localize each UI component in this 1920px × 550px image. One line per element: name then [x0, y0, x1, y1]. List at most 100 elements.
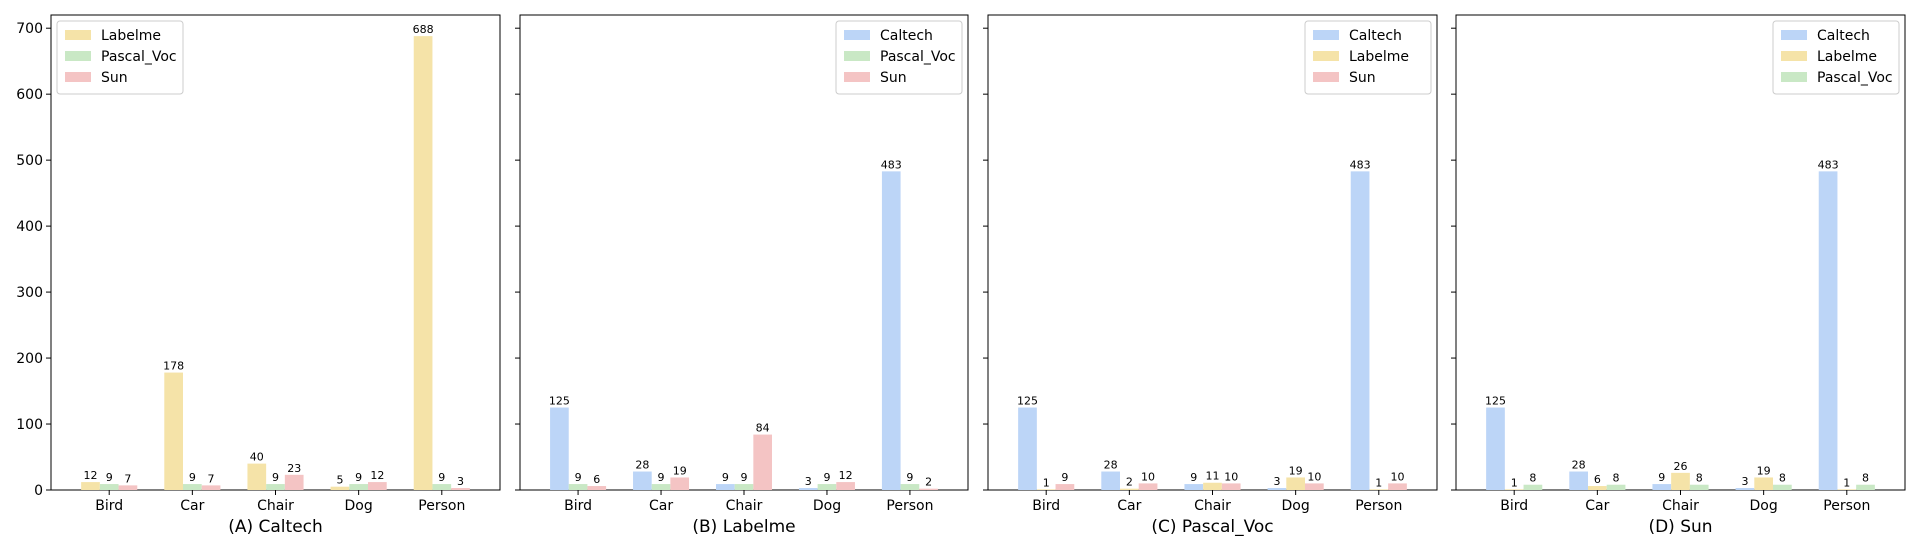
y-tick-label: 400: [16, 219, 43, 235]
bar-caltech-person: [1350, 171, 1370, 490]
bar-labelme-person: [1369, 489, 1389, 490]
bar-value-label: 3: [1741, 475, 1748, 488]
y-tick-label: 0: [34, 483, 43, 499]
bar-pascal-voc-dog: [349, 484, 369, 490]
bar-sun-bird: [118, 485, 138, 490]
bar-value-label: 9: [355, 471, 362, 484]
x-tick-label-person: Person: [418, 498, 465, 514]
bar-value-label: 12: [370, 469, 384, 482]
bar-value-label: 11: [1206, 470, 1220, 483]
legend-label-pascal-voc: Pascal_Voc: [880, 49, 956, 65]
bar-pascal-voc-car: [1606, 484, 1626, 490]
bar-value-label: 12: [83, 469, 97, 482]
bar-labelme-car: [164, 372, 183, 490]
x-tick-label-dog: Dog: [813, 498, 841, 514]
bar-value-label: 3: [805, 475, 812, 488]
x-tick-label-bird: Bird: [1500, 498, 1528, 514]
bar-value-label: 5: [336, 474, 343, 487]
bar-sun-chair: [284, 474, 304, 490]
legend-swatch-caltech: [1781, 30, 1807, 40]
bar-value-label: 9: [106, 471, 113, 484]
x-tick-label-car: Car: [649, 498, 673, 514]
bar-labelme-car: [1587, 486, 1607, 490]
bar-labelme-chair: [1203, 482, 1222, 490]
bar-value-label: 1: [1843, 476, 1850, 489]
bar-value-label: 8: [1529, 472, 1536, 485]
bar-value-label: 688: [413, 23, 434, 36]
bar-caltech-dog: [1735, 488, 1755, 490]
bar-sun-dog: [1305, 483, 1324, 490]
bar-pascal-voc-chair: [1689, 484, 1709, 490]
bar-value-label: 8: [1779, 472, 1786, 485]
bar-pascal-voc-dog: [817, 484, 837, 490]
bar-value-label: 1: [1043, 476, 1050, 489]
bar-value-label: 9: [658, 471, 665, 484]
bar-value-label: 23: [287, 462, 301, 475]
bar-value-label: 10: [1141, 470, 1155, 483]
legend: Caltech Labelme Pascal_Voc: [1772, 20, 1900, 95]
bar-sun-chair: [1221, 483, 1241, 490]
y-tick-label: 300: [16, 285, 43, 301]
x-tick-label-chair: Chair: [1194, 498, 1231, 514]
bar-pascal-voc-person: [432, 484, 452, 490]
legend-swatch-pascal-voc: [65, 51, 91, 61]
bar-sun-person: [919, 488, 938, 490]
bar-sun-chair: [753, 434, 772, 490]
bar-value-label: 10: [1391, 470, 1405, 483]
bar-value-label: 12: [839, 469, 853, 482]
bar-sun-dog: [836, 482, 855, 490]
bar-caltech-chair: [1184, 484, 1204, 490]
bar-value-label: 125: [1017, 395, 1038, 408]
bar-value-label: 9: [1658, 471, 1665, 484]
bar-pascal-voc-bird: [1523, 484, 1543, 490]
legend-label-caltech: Caltech: [1349, 28, 1402, 44]
bar-labelme-dog: [1286, 477, 1306, 490]
bar-value-label: 6: [593, 473, 600, 486]
bar-value-label: 9: [575, 471, 582, 484]
bar-pascal-voc-chair: [734, 484, 754, 490]
x-tick-label-dog: Dog: [1282, 498, 1310, 514]
bar-labelme-chair: [1671, 472, 1690, 490]
x-tick-label-car: Car: [1117, 498, 1141, 514]
x-tick-label-chair: Chair: [257, 498, 294, 514]
x-tick-label-person: Person: [1823, 498, 1870, 514]
bar-caltech-chair: [1652, 484, 1672, 490]
bar-value-label: 84: [756, 422, 770, 435]
legend: Caltech Pascal_Voc Sun: [835, 20, 963, 95]
bar-value-label: 6: [1594, 473, 1601, 486]
bar-labelme-dog: [330, 486, 350, 490]
bar-pascal-voc-car: [182, 484, 202, 490]
bar-value-label: 19: [1289, 464, 1303, 477]
legend-label-caltech: Caltech: [880, 28, 933, 44]
bar-labelme-chair: [247, 463, 267, 490]
bar-caltech-person: [1818, 171, 1838, 490]
bar-value-label: 1: [1375, 476, 1382, 489]
bar-value-label: 9: [906, 471, 913, 484]
legend: Caltech Labelme Sun: [1304, 20, 1432, 95]
bar-labelme-bird: [1036, 489, 1056, 490]
bar-labelme-person: [1837, 489, 1857, 490]
x-axis-title: (D) Sun: [1648, 517, 1712, 537]
x-tick-label-person: Person: [886, 498, 933, 514]
bar-value-label: 3: [457, 475, 464, 488]
bar-sun-person: [1388, 483, 1407, 490]
bar-labelme-car: [1119, 488, 1139, 490]
legend-swatch-pascal-voc: [1781, 72, 1807, 82]
bar-caltech-bird: [1486, 407, 1505, 490]
legend-swatch-sun: [844, 72, 870, 82]
legend: Labelme Pascal_Voc Sun: [56, 20, 184, 95]
bar-sun-person: [451, 488, 470, 490]
bar-labelme-dog: [1754, 477, 1774, 490]
bar-caltech-chair: [716, 484, 735, 490]
legend-swatch-labelme: [65, 30, 91, 40]
x-tick-label-person: Person: [1355, 498, 1402, 514]
bar-value-label: 9: [438, 471, 445, 484]
bar-value-label: 8: [1862, 472, 1869, 485]
legend-label-labelme: Labelme: [1817, 49, 1877, 65]
x-tick-label-bird: Bird: [564, 498, 592, 514]
bar-value-label: 28: [635, 459, 649, 472]
bar-sun-bird: [1055, 484, 1075, 490]
